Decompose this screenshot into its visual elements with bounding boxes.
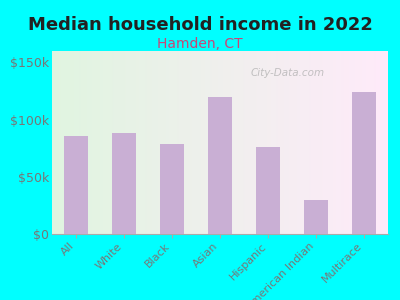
Bar: [208, 97, 232, 234]
Text: City-Data.com: City-Data.com: [250, 68, 324, 78]
Bar: [256, 147, 280, 234]
Bar: [352, 92, 376, 234]
Text: Hamden, CT: Hamden, CT: [157, 38, 243, 52]
Bar: [112, 133, 136, 234]
Bar: [304, 200, 328, 234]
Bar: [160, 144, 184, 234]
Text: Median household income in 2022: Median household income in 2022: [28, 16, 372, 34]
Bar: [64, 136, 88, 234]
